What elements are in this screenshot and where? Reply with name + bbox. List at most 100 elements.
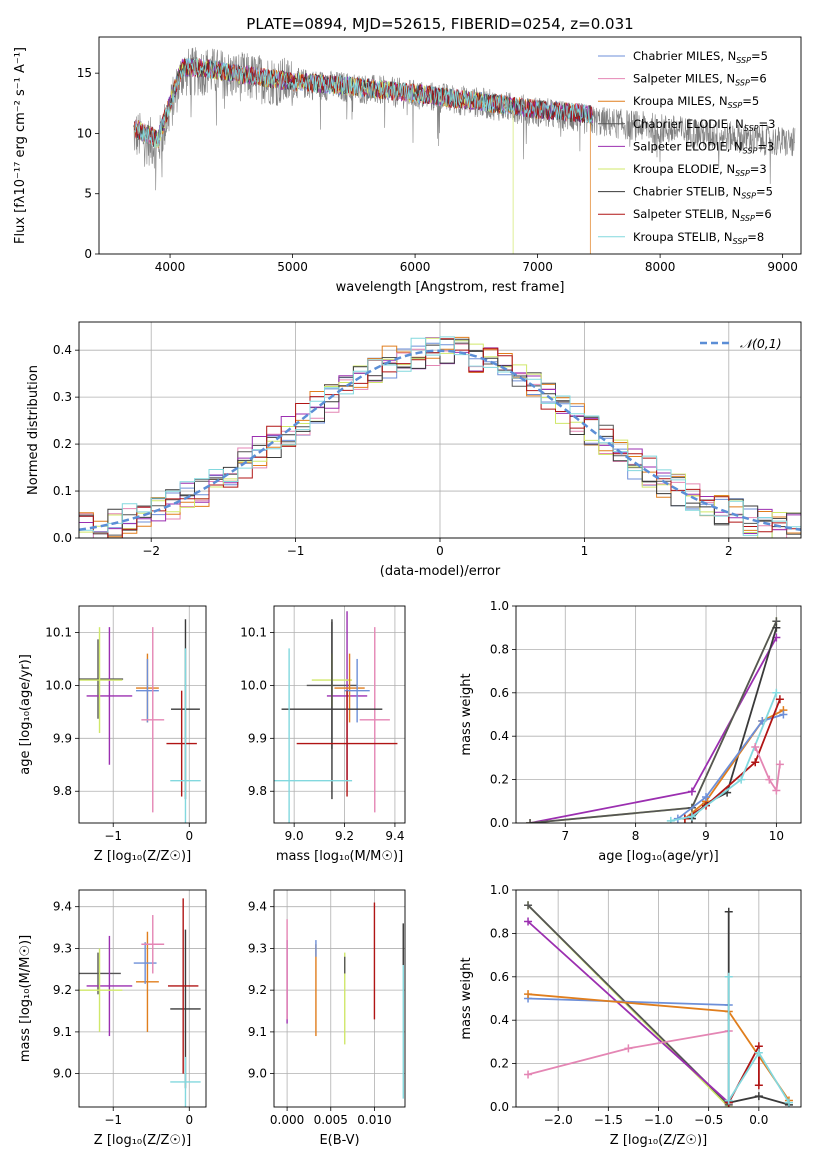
plot-area	[79, 898, 201, 1107]
data-point	[136, 931, 159, 1032]
plus-marker	[754, 1048, 763, 1057]
legend-label: Chabrier MILES, NSSP=5	[633, 49, 768, 65]
plus-marker	[772, 623, 781, 632]
x-tick-label: 0	[436, 544, 444, 558]
y-tick-label: 9.2	[53, 983, 72, 997]
data-point	[170, 648, 201, 823]
y-axis-label: mass weight	[459, 957, 474, 1039]
y-tick-label: 9.4	[248, 900, 267, 914]
legend-label: Salpeter MILES, NSSP=6	[633, 72, 767, 88]
x-tick-label: 5000	[277, 260, 308, 274]
plus-marker	[772, 786, 781, 795]
data-point	[281, 619, 383, 800]
x-tick-label: 10	[769, 829, 784, 843]
plus-marker	[702, 792, 710, 801]
plus-marker	[624, 1044, 633, 1053]
y-tick-label: 9.0	[248, 1067, 267, 1081]
plus-marker	[524, 917, 533, 926]
y-tick-label: 9.8	[53, 784, 72, 798]
y-tick-label: 9.1	[248, 1025, 267, 1039]
x-tick-label: −1	[104, 1113, 122, 1127]
data-point	[170, 1056, 201, 1107]
axes-frame	[515, 605, 802, 824]
y-axis-label: mass [log₁₀(M/M☉)]	[18, 935, 33, 1062]
panel-residuals: −2 −1 0 1 2 0.0 0.1 0.2 0.3 0.4 (data-model)/error…	[26, 321, 802, 579]
y-tick-label: 9.9	[248, 731, 267, 745]
plus-marker	[779, 710, 788, 719]
data-point	[359, 627, 390, 813]
x-axis-label: Z [log₁₀(Z/Z☉)]	[94, 1133, 191, 1148]
legend-label: Kroupa ELODIE, NSSP=3	[633, 162, 767, 178]
legend: Chabrier MILES, NSSP=5 Salpeter MILES, NS…	[598, 49, 775, 246]
mass-weight-line	[727, 976, 790, 1104]
y-tick-label: 0.2	[490, 1057, 509, 1071]
x-tick-label: 0.010	[357, 1113, 391, 1127]
x-tick-label: 4000	[155, 260, 186, 274]
y-tick-label: 9.0	[53, 1067, 72, 1081]
data-point	[167, 898, 199, 1074]
y-tick-label: 9.2	[248, 983, 267, 997]
mass-weight-line	[530, 620, 778, 823]
panel-mass-weight-vs-age: 7 8 9 10 0.0 0.2 0.4 0.6 0.8 1.0 age [log₁₀(age/yr…	[459, 599, 802, 864]
axes-frame	[515, 889, 802, 1108]
gaussian-curve	[79, 349, 801, 532]
legend-label: Salpeter STELIB, NSSP=6	[633, 207, 772, 223]
axes-frame	[98, 36, 802, 255]
data-point	[79, 627, 123, 734]
y-tick-label: 9.3	[53, 941, 72, 955]
x-tick-label: 0.0	[749, 1113, 768, 1127]
y-tick-label: 9.4	[53, 900, 72, 914]
data-point	[136, 658, 159, 723]
x-axis-label: Z [log₁₀(Z/Z☉)]	[94, 849, 191, 864]
y-tick-label: 0.1	[53, 484, 72, 498]
x-tick-label: 7000	[522, 260, 553, 274]
legend-label: Chabrier STELIB, NSSP=5	[633, 185, 773, 201]
axes-frame	[78, 321, 802, 539]
data-point	[166, 690, 197, 797]
legend-label: Kroupa MILES, NSSP=5	[633, 94, 759, 110]
plot-area	[526, 617, 788, 823]
x-tick-label: 9.4	[385, 829, 404, 843]
plus-marker	[687, 812, 696, 821]
y-tick-label: 10.1	[240, 625, 267, 639]
plus-marker	[524, 1070, 533, 1079]
x-tick-label: −1	[104, 829, 122, 843]
plus-marker	[754, 1081, 763, 1090]
x-tick-label: −2.0	[544, 1113, 573, 1127]
y-tick-label: 9.1	[53, 1025, 72, 1039]
plus-marker	[772, 688, 781, 697]
x-tick-label: 6000	[400, 260, 431, 274]
data-point	[79, 952, 121, 995]
y-axis-label: age [log₁₀(age/yr)]	[18, 654, 33, 775]
y-tick-label: 0.8	[490, 926, 509, 940]
plot-area	[524, 901, 793, 1107]
plus-marker	[524, 990, 533, 999]
x-tick-label: −2	[142, 544, 160, 558]
panel-age-vs-mass: 9.0 9.2 9.4 9.8 9.9 10.0 10.1 mass [log₁₀(M/M☉)…	[240, 605, 406, 864]
mass-weight-line	[527, 920, 730, 1104]
x-tick-label: 1	[581, 544, 589, 558]
y-tick-label: 10	[77, 126, 92, 140]
x-tick-label: 9	[702, 829, 710, 843]
figure-title: PLATE=0894, MJD=52615, FIBERID=0254, z=0…	[246, 15, 633, 33]
data-point	[334, 653, 365, 723]
model-spectrum-line	[134, 57, 593, 149]
y-tick-label: 15	[77, 66, 92, 80]
residual-histogram	[79, 336, 801, 536]
data-point	[86, 627, 133, 765]
x-tick-label: −0.5	[694, 1113, 723, 1127]
mass-weight-line	[527, 997, 729, 1006]
axes-frame	[78, 605, 207, 824]
y-tick-label: 0.8	[490, 642, 509, 656]
y-tick-label: 9.3	[248, 941, 267, 955]
x-tick-label: 7	[561, 829, 569, 843]
panel-mass-weight-vs-Z: −2.0 −1.5 −1.0 −0.5 0.0 0.0 0.2 0.4 0.6 0.8 1.0 Z […	[459, 883, 802, 1148]
plus-marker	[724, 1096, 733, 1105]
x-axis-label: (data-model)/error	[380, 564, 501, 579]
legend-label: 𝒩(0,1)	[740, 336, 782, 351]
x-tick-label: 8	[632, 829, 640, 843]
plus-marker	[775, 760, 784, 769]
y-tick-label: 0.6	[490, 686, 509, 700]
x-tick-label: 9.2	[335, 829, 354, 843]
data-point	[274, 648, 353, 823]
